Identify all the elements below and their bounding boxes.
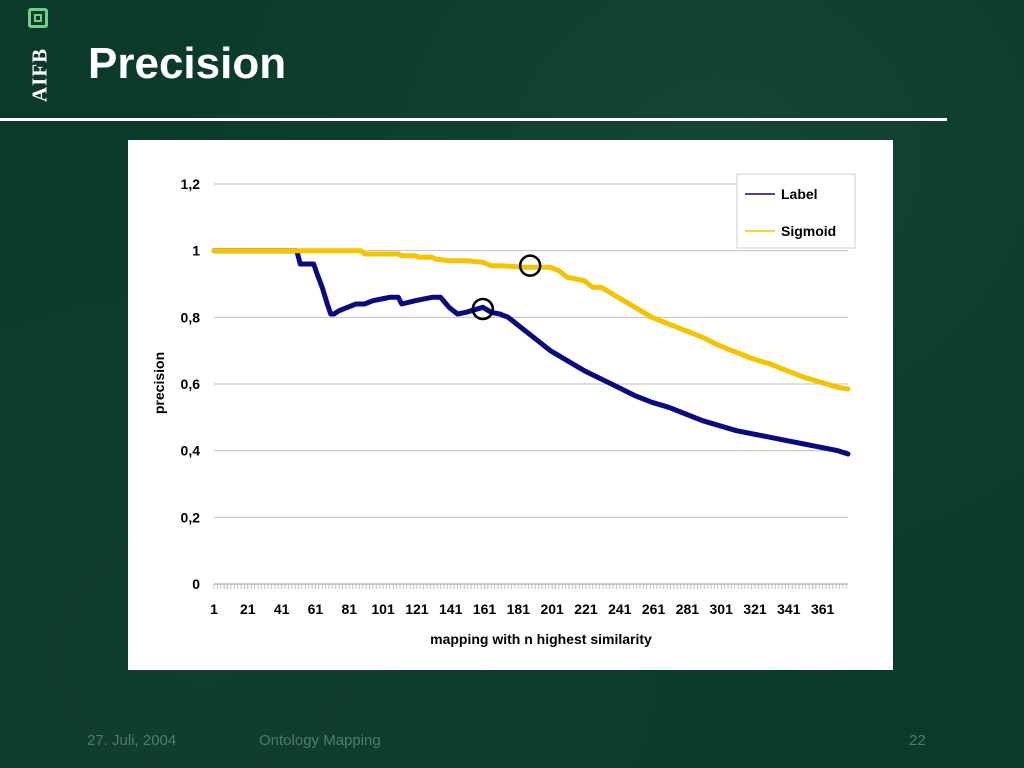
footer-topic: Ontology Mapping <box>259 732 381 749</box>
x-tick-label: 341 <box>777 601 801 617</box>
footer-date: 27. Juli, 2004 <box>87 732 177 749</box>
y-tick-label: 0,4 <box>181 443 201 459</box>
x-tick-label: 261 <box>642 601 666 617</box>
legend-label-label: Label <box>781 186 818 202</box>
x-tick-label: 301 <box>710 601 734 617</box>
chart-panel: 0 0,2 0,4 0,6 0,8 1 1,2 1 21 41 61 81 101 121 141 161 18… <box>128 140 893 670</box>
logo-icon <box>28 8 48 28</box>
footer-page-number: 22 <box>909 732 926 749</box>
x-tick-label: 121 <box>405 601 429 617</box>
x-tick-label: 101 <box>371 601 395 617</box>
x-tick-label: 321 <box>743 601 767 617</box>
x-tick-label: 1 <box>210 601 218 617</box>
x-tick-label: 221 <box>574 601 598 617</box>
slide-title: Precision <box>88 39 287 88</box>
legend-label-sigmoid: Sigmoid <box>781 223 836 239</box>
highlight-circle <box>471 297 495 321</box>
x-tick-label: 201 <box>540 601 564 617</box>
logo-text: AIFB <box>27 47 52 103</box>
x-tick-label: 61 <box>308 601 324 617</box>
y-tick-label: 0,8 <box>181 309 201 325</box>
highlight-circle <box>518 254 542 277</box>
x-tick-label: 21 <box>240 601 256 617</box>
series-line-sigmoid <box>211 248 851 392</box>
y-axis-label: precision <box>151 352 167 414</box>
y-tick-label: 0,2 <box>181 509 201 525</box>
title-divider <box>0 118 947 121</box>
y-tick-label: 1 <box>192 243 200 259</box>
x-tick-label: 241 <box>608 601 632 617</box>
x-tick-label: 181 <box>507 601 531 617</box>
x-tick-label: 161 <box>473 601 497 617</box>
series-line-label <box>211 248 851 457</box>
x-tick-label: 361 <box>811 601 835 617</box>
precision-chart: 00,20,40,60,811,21 21 41 61 81 101 121 141 161 18… <box>151 173 856 647</box>
x-tick-label: 81 <box>341 601 357 617</box>
x-tick-label: 281 <box>676 601 700 617</box>
y-tick-label: 1,2 <box>181 176 201 192</box>
y-tick-label: 0 <box>192 576 200 592</box>
x-tick-label: 41 <box>274 601 290 617</box>
x-axis-ticks <box>213 584 847 589</box>
x-axis-label: mapping with n highest similarity <box>430 631 652 647</box>
x-tick-label: 141 <box>439 601 463 617</box>
y-tick-label: 0,6 <box>181 376 201 392</box>
legend-box <box>736 173 856 249</box>
